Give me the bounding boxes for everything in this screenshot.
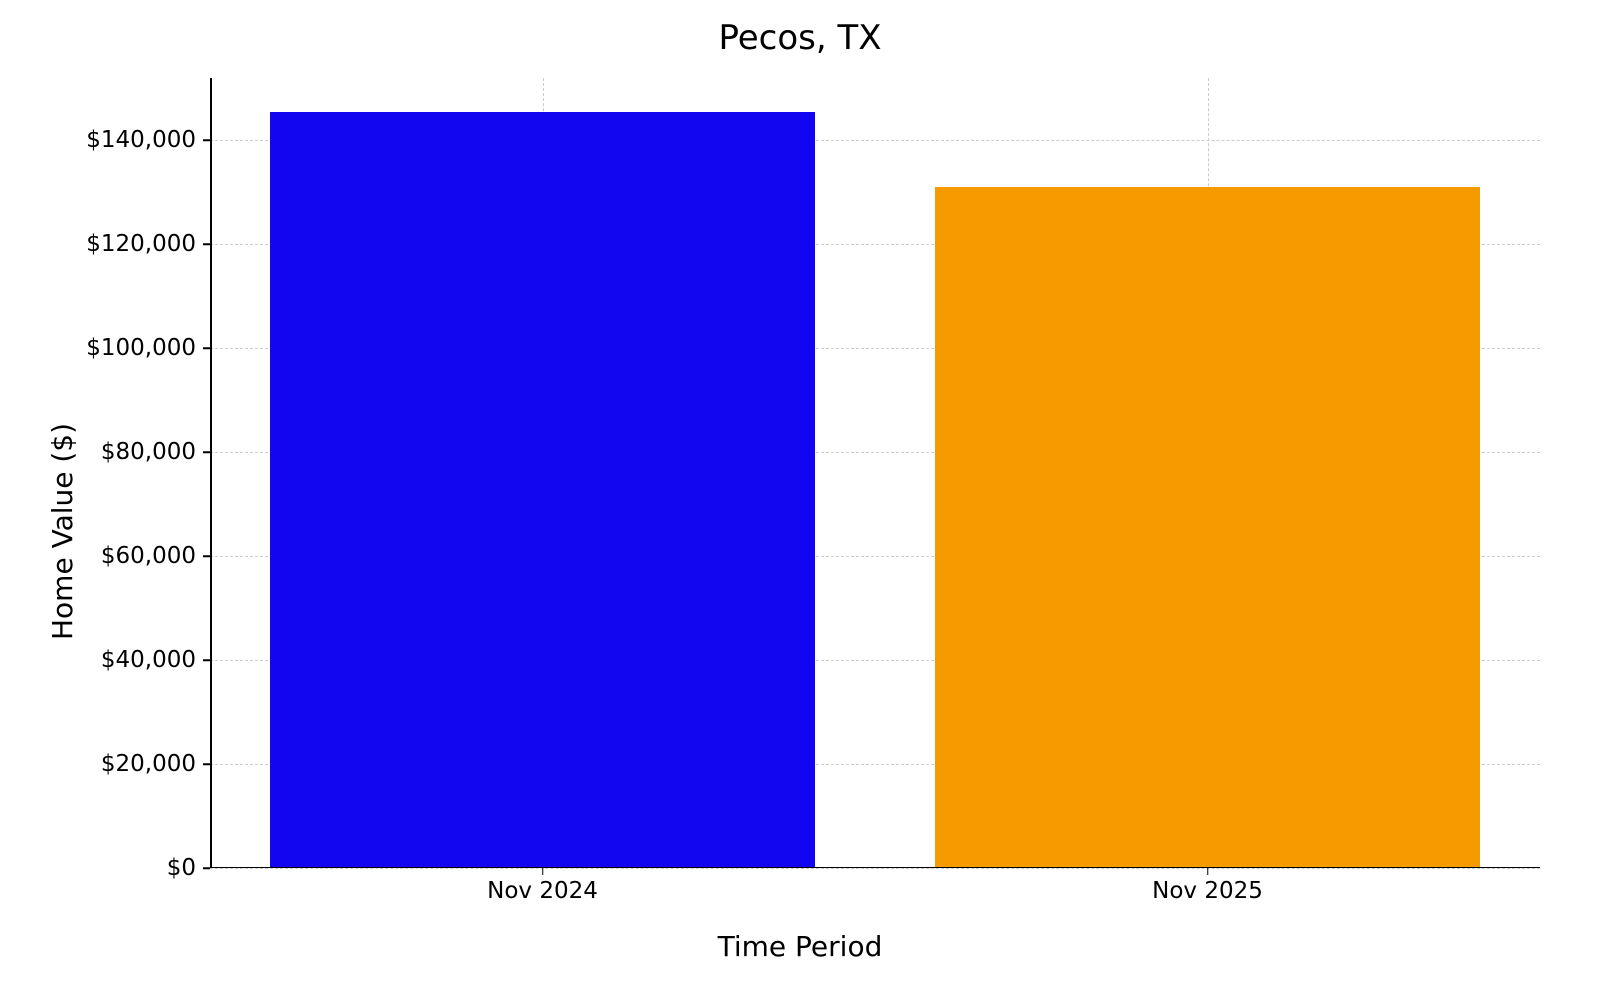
y-tick-label: $120,000 [86, 231, 210, 257]
bar [935, 187, 1480, 868]
x-tick-label: Nov 2025 [1152, 868, 1263, 904]
y-tick-label: $20,000 [101, 751, 210, 777]
y-tick-label: $100,000 [86, 335, 210, 361]
y-axis-line [210, 78, 212, 868]
y-tick-label: $60,000 [101, 543, 210, 569]
gridline-h [210, 868, 1540, 869]
bar [270, 112, 815, 868]
x-axis-label: Time Period [0, 930, 1600, 963]
x-axis-line [210, 867, 1540, 869]
chart-title: Pecos, TX [0, 18, 1600, 58]
bar-chart: Pecos, TX Home Value ($) Time Period $0$… [0, 0, 1600, 1000]
y-axis-label: Home Value ($) [46, 423, 79, 640]
plot-area: $0$20,000$40,000$60,000$80,000$100,000$1… [210, 78, 1540, 868]
y-tick-label: $140,000 [86, 127, 210, 153]
y-tick-label: $80,000 [101, 439, 210, 465]
y-tick-label: $40,000 [101, 647, 210, 673]
y-tick-label: $0 [167, 855, 210, 881]
x-tick-label: Nov 2024 [487, 868, 598, 904]
